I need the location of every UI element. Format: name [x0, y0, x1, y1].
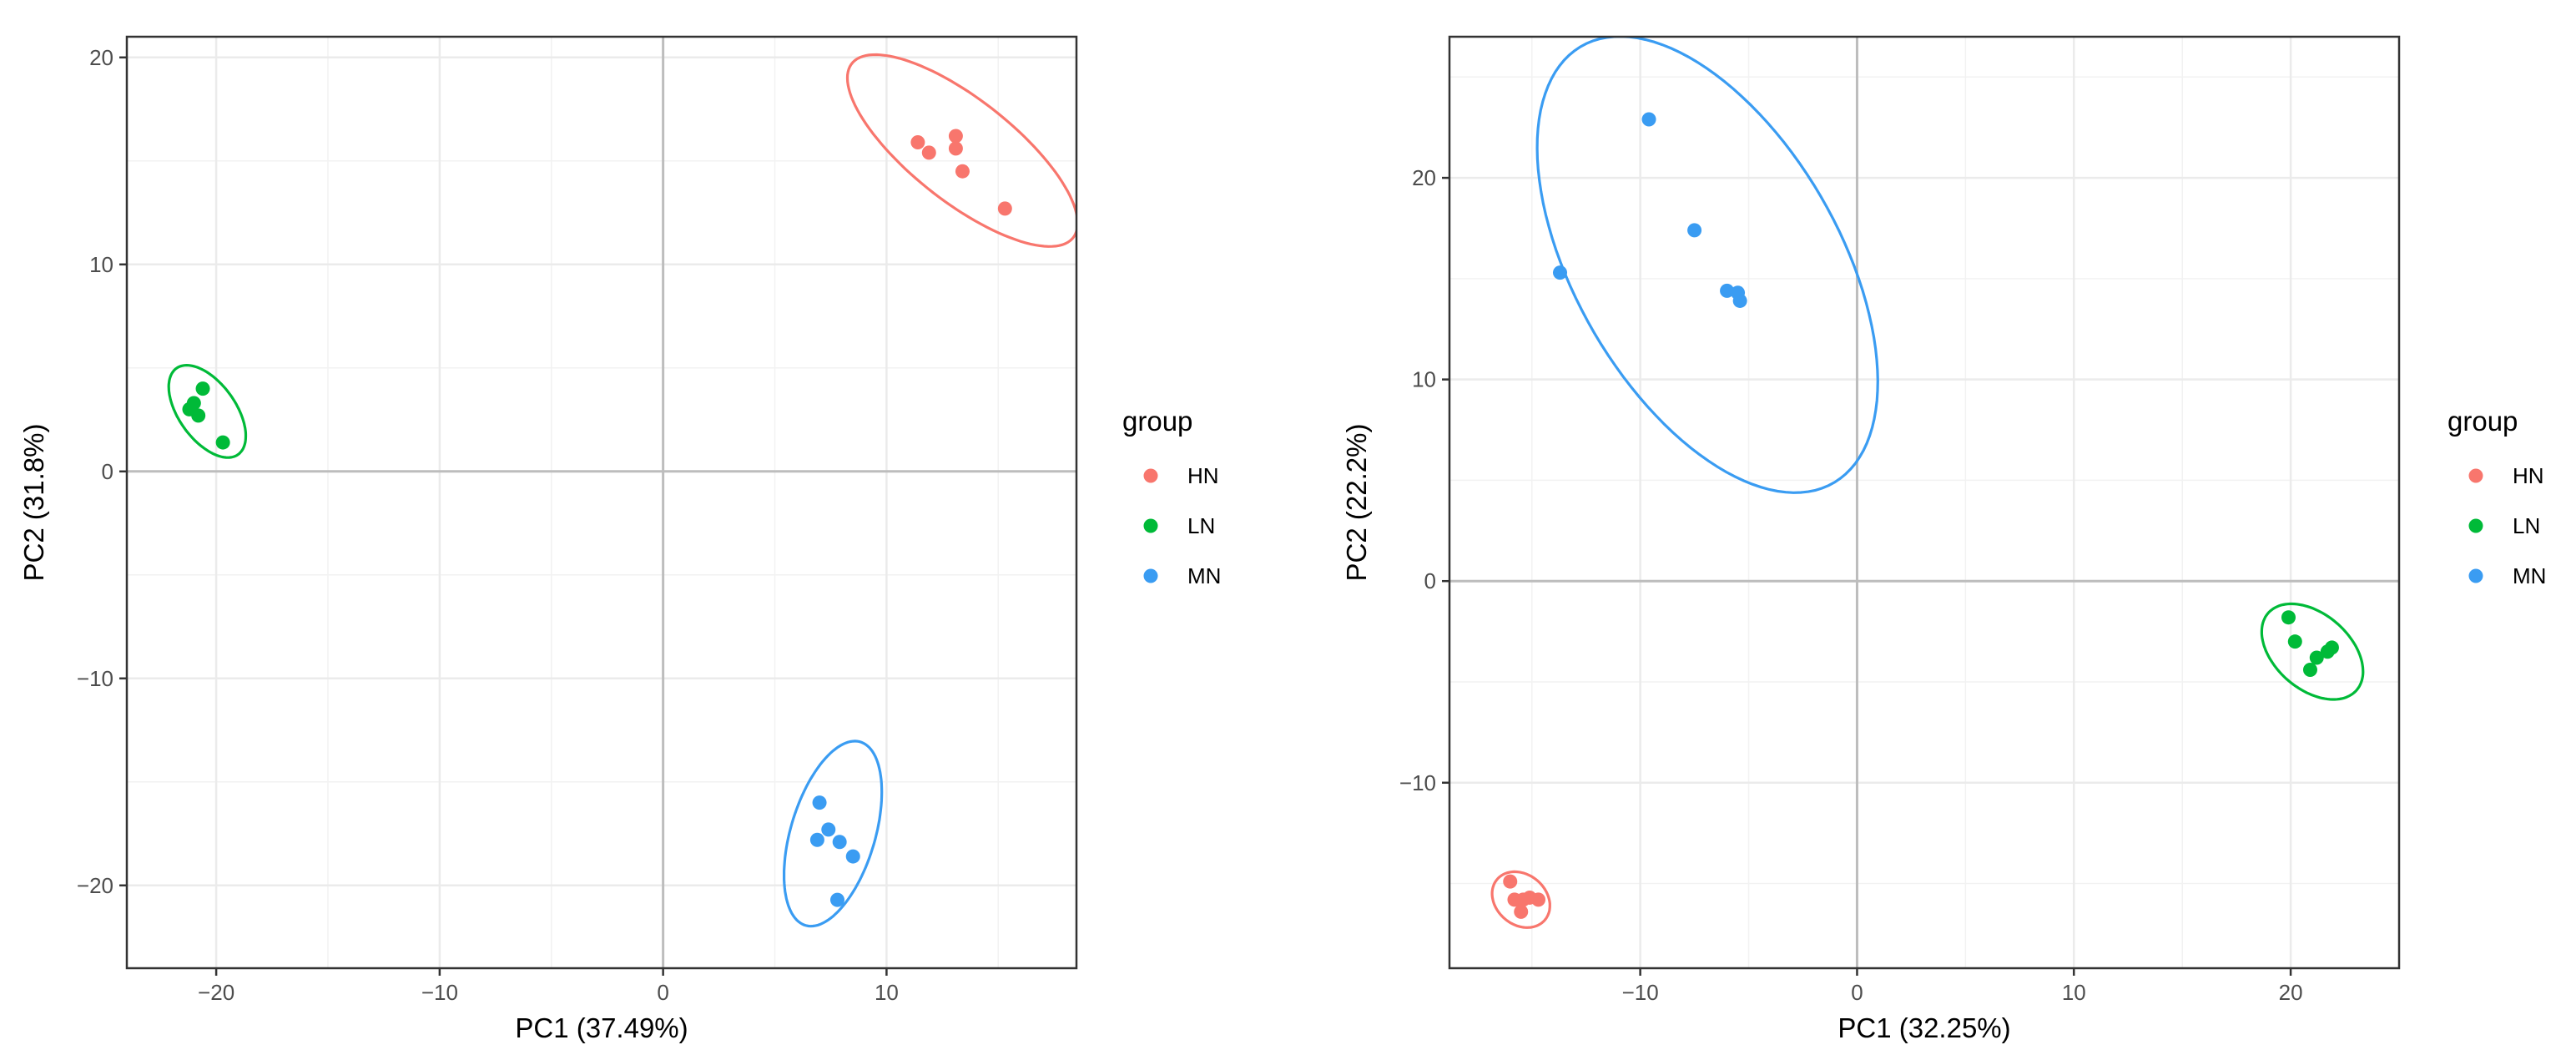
data-point-hn [948, 129, 963, 144]
legend-label-ln: LN [2513, 513, 2540, 538]
pca-plot-left: −20 −10 0 10 −20 −10 0 10 20 PC1 (37.49%) PC2 (31.… [18, 35, 1221, 1043]
data-layer [167, 53, 1076, 928]
legend-key-mn [1143, 568, 1158, 583]
legend-label-hn: HN [1187, 463, 1219, 488]
confidence-ellipse-ln [2260, 602, 2365, 701]
grid-lines [1449, 37, 2399, 968]
y-tick-label: 10 [89, 252, 113, 277]
confidence-ellipse-mn [783, 740, 884, 928]
y-tick-label: 20 [1412, 165, 1436, 190]
data-point-ln [215, 435, 230, 450]
data-point-ln [186, 396, 201, 411]
data-point-mn [832, 835, 847, 850]
plot-border [1448, 35, 2401, 970]
y-tick-label: −20 [77, 873, 113, 898]
x-tick-label: 10 [875, 980, 899, 1005]
data-point-mn [821, 822, 836, 837]
data-point-hn [910, 134, 925, 149]
plot-background [127, 37, 1076, 968]
x-axis-title: PC1 (32.25%) [1837, 1012, 2010, 1043]
y-tick-label: −10 [77, 666, 113, 691]
x-tick-label: 0 [1851, 980, 1863, 1005]
data-point-ln [2302, 662, 2317, 677]
confidence-ellipse-hn [1490, 870, 1551, 929]
data-point-hn [948, 141, 963, 156]
legend-key-ln [2468, 518, 2483, 533]
y-tick-label: −10 [1399, 770, 1436, 795]
data-point-ln [2324, 640, 2339, 655]
data-layer [1490, 37, 2365, 929]
y-tick-label: 0 [1424, 568, 1436, 593]
y-tick-label: 10 [1412, 367, 1436, 392]
x-tick-label: 0 [657, 980, 668, 1005]
legend-label-hn: HN [2513, 463, 2544, 488]
data-point-mn [812, 795, 827, 810]
data-point-hn [997, 201, 1012, 216]
legend-title: group [1122, 406, 1192, 437]
legend-key-ln [1143, 518, 1158, 533]
legend-key-hn [2468, 468, 2483, 483]
x-tick-label: 20 [2279, 980, 2303, 1005]
data-point-ln [2287, 634, 2302, 649]
plot-border [125, 35, 1078, 970]
x-tick-label: −20 [198, 980, 234, 1005]
data-point-hn [1514, 904, 1529, 919]
y-axis-title: PC2 (22.2%) [1341, 424, 1372, 582]
legend: group HN LN MN [2447, 406, 2546, 588]
y-tick-label: 0 [102, 459, 113, 484]
y-axis-title: PC2 (31.8%) [18, 424, 49, 582]
plot-background [1449, 37, 2399, 968]
x-tick-label: −10 [421, 980, 458, 1005]
data-point-hn [1531, 892, 1546, 907]
data-point-hn [1503, 874, 1518, 889]
data-point-mn [1553, 265, 1568, 280]
grid-lines [127, 37, 1076, 968]
data-point-ln [191, 408, 206, 423]
data-point-mn [1720, 283, 1735, 298]
data-point-mn [809, 832, 824, 847]
data-point-ln [2309, 650, 2324, 665]
legend: group HN LN MN [1122, 406, 1221, 588]
legend-key-hn [1143, 468, 1158, 483]
data-point-hn [955, 164, 970, 179]
legend-key-mn [2468, 568, 2483, 583]
x-tick-label: 10 [2062, 980, 2086, 1005]
data-point-ln [195, 381, 210, 396]
data-point-ln [2281, 610, 2296, 625]
legend-label-mn: MN [2513, 563, 2546, 588]
data-point-hn [921, 145, 936, 160]
data-point-mn [1732, 293, 1747, 308]
data-point-mn [845, 849, 860, 864]
x-tick-label: −10 [1622, 980, 1659, 1005]
legend-label-ln: LN [1187, 513, 1215, 538]
confidence-ellipse-mn [1535, 37, 1879, 494]
legend-title: group [2447, 406, 2518, 437]
data-point-mn [1641, 112, 1656, 127]
x-axis-title: PC1 (37.49%) [515, 1012, 688, 1043]
data-point-mn [1687, 223, 1702, 238]
confidence-ellipse-hn [845, 53, 1076, 248]
confidence-ellipse-ln [167, 363, 248, 459]
legend-label-mn: MN [1187, 563, 1221, 588]
y-tick-label: 20 [89, 45, 113, 70]
pca-plot-right: −10 0 10 20 −10 0 10 20 PC1 (32.25%) PC2 (22.2%) g… [1341, 35, 2546, 1043]
data-point-mn [829, 892, 844, 907]
